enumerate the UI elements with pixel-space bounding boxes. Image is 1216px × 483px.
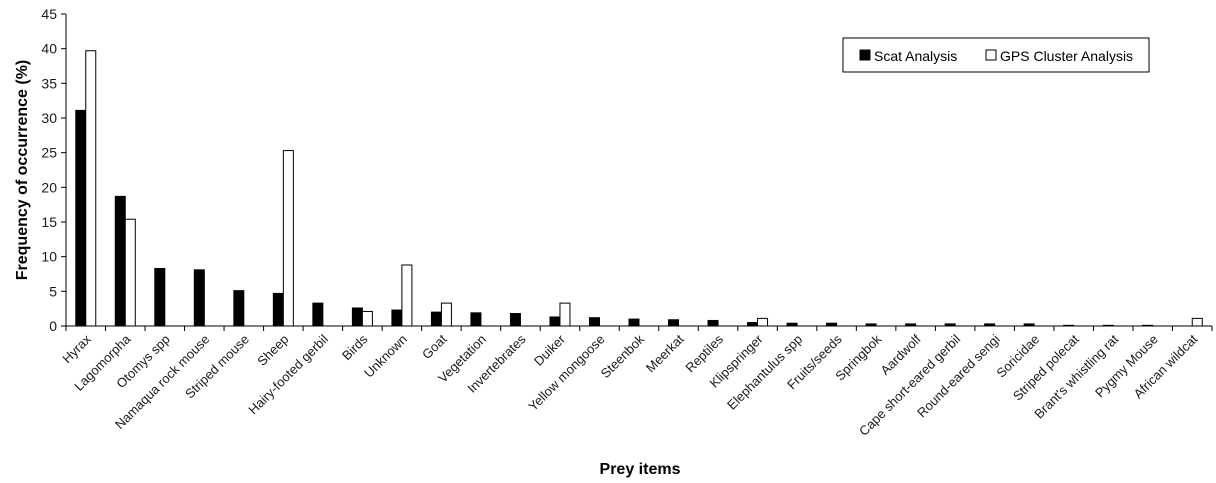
y-tick-label: 10: [41, 249, 57, 265]
bar-scat-25: [1063, 324, 1075, 327]
bar-scat-6: [312, 302, 324, 327]
bar-scat-10: [470, 312, 482, 327]
bar-scat-26: [1102, 324, 1114, 327]
bar-gps-0: [85, 50, 97, 327]
x-tick-label: Unknown: [361, 332, 410, 381]
legend: Scat Analysis GPS Cluster Analysis: [842, 37, 1150, 73]
y-tick-label: 40: [41, 41, 57, 57]
bar-scat-1: [114, 195, 126, 327]
y-tick-label: 25: [41, 145, 57, 161]
legend-label-scat: Scat Analysis: [874, 48, 957, 64]
bars: [75, 50, 1203, 327]
bar-scat-21: [905, 323, 917, 327]
y-tick-label: 15: [41, 214, 57, 230]
x-tick-label: Yellow mongoose: [525, 332, 607, 414]
x-tick-label: Goat: [419, 331, 450, 362]
x-tick-label: Birds: [339, 331, 371, 363]
bar-scat-0: [75, 109, 87, 327]
legend-swatch-scat: [859, 49, 871, 61]
bar-scat-14: [628, 318, 640, 327]
y-tick-label: 20: [41, 179, 57, 195]
bar-gps-9: [440, 302, 452, 327]
bar-scat-19: [826, 322, 838, 327]
bar-scat-17: [747, 322, 759, 327]
bar-scat-8: [391, 309, 403, 327]
bar-scat-5: [272, 292, 284, 327]
bar-scat-15: [668, 319, 680, 327]
x-tick-label: Hyrax: [59, 331, 94, 366]
bar-scat-2: [154, 267, 166, 327]
x-tick-label: Meerkat: [643, 331, 687, 375]
y-axis-title: Frequency of occurrence (%): [14, 60, 31, 281]
bar-scat-13: [588, 317, 600, 327]
legend-label-gps: GPS Cluster Analysis: [1000, 48, 1133, 64]
x-axis: [65, 325, 1213, 331]
y-tick-label: 45: [41, 6, 57, 22]
y-tick-label: 35: [41, 75, 57, 91]
y-tick-label: 5: [49, 283, 57, 299]
bar-scat-20: [865, 323, 877, 327]
y-tick-label: 30: [41, 110, 57, 126]
bar-scat-27: [1142, 324, 1154, 327]
y-tick-label: 0: [49, 318, 57, 334]
bar-scat-16: [707, 319, 719, 327]
bar-scat-18: [786, 322, 798, 327]
legend-swatch-gps: [985, 49, 997, 61]
bar-gps-8: [401, 264, 413, 327]
bar-gps-1: [124, 218, 136, 327]
x-tick-label: Steenbok: [598, 331, 648, 381]
bar-scat-23: [984, 323, 996, 327]
bar-gps-17: [757, 317, 769, 327]
bar-scat-11: [509, 313, 521, 327]
bar-gps-28: [1191, 317, 1203, 327]
bar-scat-7: [351, 307, 363, 327]
bar-gps-7: [361, 310, 373, 327]
x-tick-label: Duiker: [531, 331, 569, 369]
x-tick-label: Sheep: [254, 332, 291, 369]
bar-scat-24: [1023, 323, 1035, 327]
bar-scat-12: [549, 316, 561, 327]
y-axis: 0 5 10 15 20 25 30 35 40 45: [41, 6, 67, 334]
bar-scat-9: [430, 311, 442, 327]
x-axis-title: Prey items: [600, 461, 681, 478]
bar-scat-3: [193, 269, 205, 327]
bar-scat-22: [944, 323, 956, 327]
bar-scat-4: [233, 290, 245, 327]
bar-gps-5: [282, 150, 294, 327]
bar-gps-12: [559, 302, 571, 327]
